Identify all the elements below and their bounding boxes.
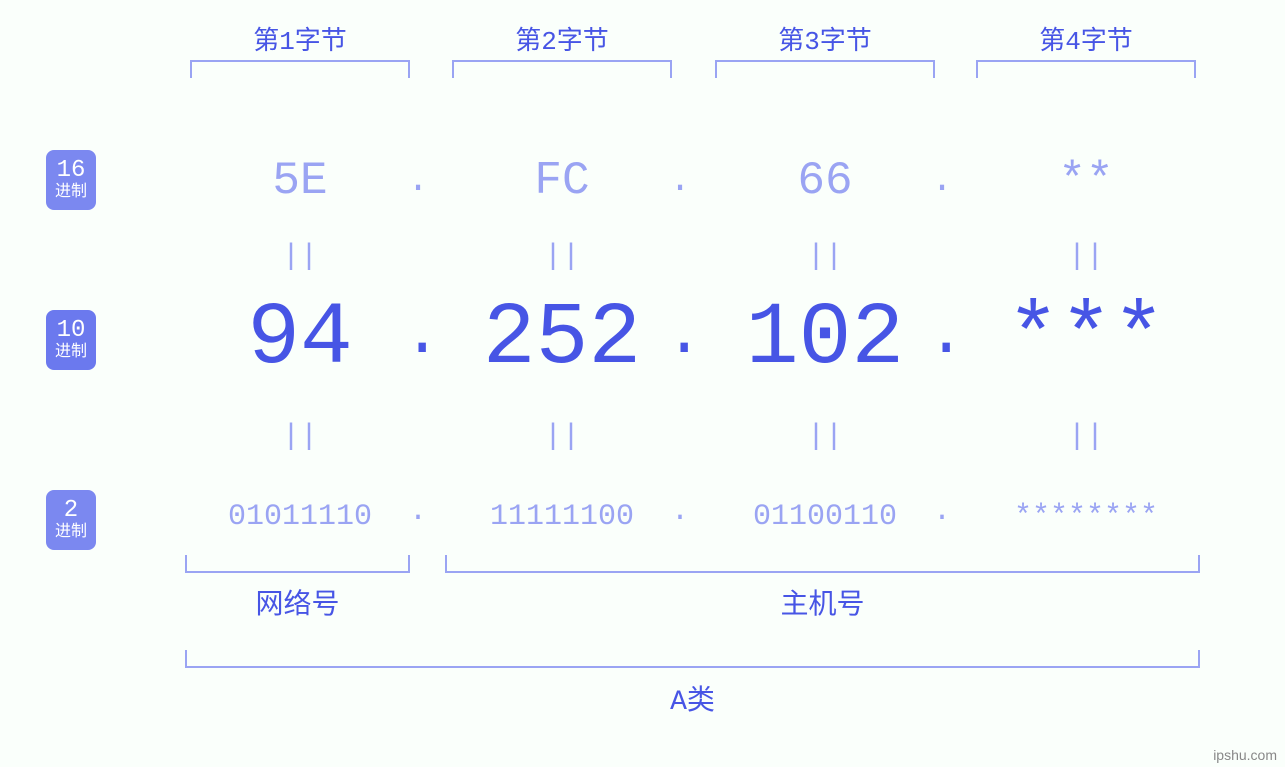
top-bracket-3 xyxy=(715,60,935,78)
byte-header-3: 第3字节 xyxy=(700,20,950,57)
hex-dot-2: . xyxy=(665,160,695,201)
badge-bin-num: 2 xyxy=(64,498,78,524)
top-bracket-2 xyxy=(452,60,672,78)
hex-dot-1: . xyxy=(403,160,433,201)
badge-bin: 2 进制 xyxy=(46,490,96,550)
badge-dec-num: 10 xyxy=(57,318,86,344)
top-bracket-1 xyxy=(190,60,410,78)
label-network: 网络号 xyxy=(185,582,410,622)
bracket-network xyxy=(185,555,410,573)
watermark: ipshu.com xyxy=(1213,747,1277,763)
hex-byte-2: FC xyxy=(447,155,677,207)
dec-byte-1: 94 xyxy=(185,290,415,389)
equals-2-2: || xyxy=(542,420,582,454)
hex-dot-3: . xyxy=(927,160,957,201)
badge-dec-label: 进制 xyxy=(55,344,87,362)
byte-header-4: 第4字节 xyxy=(961,20,1211,57)
hex-byte-3: 66 xyxy=(710,155,940,207)
label-host: 主机号 xyxy=(445,582,1200,622)
bracket-host xyxy=(445,555,1200,573)
equals-2-3: || xyxy=(805,420,845,454)
equals-1-4: || xyxy=(1066,240,1106,274)
byte-header-1: 第1字节 xyxy=(175,20,425,57)
equals-2-1: || xyxy=(280,420,320,454)
equals-1-1: || xyxy=(280,240,320,274)
badge-hex-num: 16 xyxy=(57,158,86,184)
bin-dot-2: . xyxy=(665,495,695,529)
bin-byte-3: 01100110 xyxy=(710,500,940,534)
dec-dot-3: . xyxy=(927,300,957,372)
bin-byte-4: ******** xyxy=(971,500,1201,534)
hex-byte-4: ** xyxy=(971,155,1201,207)
equals-2-4: || xyxy=(1066,420,1106,454)
dec-dot-1: . xyxy=(403,300,433,372)
dec-dot-2: . xyxy=(665,300,695,372)
bin-dot-1: . xyxy=(403,495,433,529)
equals-1-2: || xyxy=(542,240,582,274)
bin-dot-3: . xyxy=(927,495,957,529)
badge-dec: 10 进制 xyxy=(46,310,96,370)
bin-byte-1: 01011110 xyxy=(185,500,415,534)
badge-hex-label: 进制 xyxy=(55,184,87,202)
dec-byte-3: 102 xyxy=(710,290,940,389)
bin-byte-2: 11111100 xyxy=(447,500,677,534)
dec-byte-2: 252 xyxy=(447,290,677,389)
label-class: A类 xyxy=(185,678,1200,718)
badge-bin-label: 进制 xyxy=(55,524,87,542)
dec-byte-4: *** xyxy=(971,290,1201,389)
byte-header-2: 第2字节 xyxy=(437,20,687,57)
bracket-class xyxy=(185,650,1200,668)
hex-byte-1: 5E xyxy=(185,155,415,207)
ip-diagram: 第1字节 第2字节 第3字节 第4字节 16 进制 10 进制 2 进制 5E … xyxy=(0,0,1285,767)
badge-hex: 16 进制 xyxy=(46,150,96,210)
top-bracket-4 xyxy=(976,60,1196,78)
equals-1-3: || xyxy=(805,240,845,274)
